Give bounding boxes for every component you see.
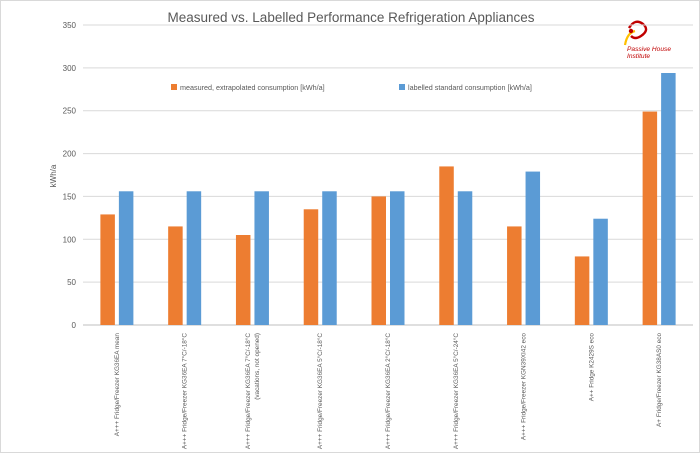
x-tick-label: A+++ Fridge/Freezer KG36EA 5°C/-18°C bbox=[316, 333, 324, 449]
x-tick-label: A++ Fridge K2429S eco bbox=[588, 333, 595, 402]
y-tick-label: 350 bbox=[63, 21, 77, 30]
bar-measured bbox=[371, 196, 386, 325]
x-tick-label: A+++ Fridge/Freezer KG36EA 5°C/-24°C bbox=[452, 333, 460, 449]
y-tick-label: 150 bbox=[63, 192, 77, 201]
legend-label: labelled standard consumption [kWh/a] bbox=[408, 83, 532, 92]
legend-swatch bbox=[399, 84, 405, 90]
chart-title: Measured vs. Labelled Performance Refrig… bbox=[168, 10, 535, 25]
x-tick-label: A+ Fridge/Freezer KG38AS0 eco bbox=[656, 333, 663, 427]
y-tick-label: 50 bbox=[67, 278, 76, 287]
logo-line-1: Passive House bbox=[627, 46, 671, 53]
bars bbox=[100, 73, 676, 325]
y-axis-label: kWh/a bbox=[49, 164, 58, 187]
bar-measured bbox=[439, 166, 454, 325]
x-tick-label: (vacations, not opened) bbox=[254, 333, 261, 400]
bar-measured bbox=[574, 256, 590, 325]
x-tick-label: A+++ Fridge/Freezer KGN39XI42 eco bbox=[521, 333, 528, 441]
y-tick-label: 200 bbox=[63, 150, 77, 159]
x-tick-label: A+++ Fridge/Freezer KG36EA 7°C/-18°C bbox=[244, 333, 252, 449]
bar-labelled bbox=[254, 191, 269, 325]
gridlines bbox=[83, 24, 693, 326]
bar-labelled bbox=[593, 218, 608, 325]
y-axis-ticks: 0 50 100 150 200 250 300 350 bbox=[63, 21, 77, 330]
x-tick-label: A+++ Fridge/Freezer KG36EA 2°C/-18°C bbox=[384, 333, 392, 449]
bar-labelled bbox=[390, 191, 405, 325]
bar-measured bbox=[235, 235, 251, 325]
bar-labelled bbox=[186, 191, 202, 325]
legend-label: measured, extrapolated consumption [kWh/… bbox=[180, 83, 325, 92]
logo: Passive House Institute bbox=[623, 20, 671, 60]
legend: measured, extrapolated consumption [kWh/… bbox=[171, 83, 532, 92]
x-tick-label: A+++ Fridge/Freezer KG36EA 7°C/-18°C bbox=[181, 333, 189, 449]
bar-measured bbox=[642, 111, 658, 325]
bar-labelled bbox=[661, 73, 676, 325]
bar-labelled bbox=[525, 171, 541, 325]
bar-labelled bbox=[457, 191, 473, 325]
x-axis-ticks: A+++ Fridge/Freezer KG36EA mean A+++ Frid… bbox=[114, 333, 663, 450]
legend-swatch bbox=[171, 84, 177, 90]
y-tick-label: 0 bbox=[72, 321, 77, 330]
bar-measured bbox=[507, 226, 522, 325]
bar-measured bbox=[168, 226, 183, 325]
passive-house-logo-icon bbox=[623, 20, 648, 46]
bar-measured bbox=[100, 214, 115, 325]
logo-line-2: Institute bbox=[627, 53, 650, 60]
y-tick-label: 100 bbox=[63, 235, 77, 244]
bar-measured bbox=[303, 209, 319, 325]
bar-labelled bbox=[118, 191, 134, 325]
y-tick-label: 300 bbox=[63, 64, 77, 73]
y-tick-label: 250 bbox=[63, 107, 77, 116]
bar-labelled bbox=[322, 191, 337, 325]
x-tick-label: A+++ Fridge/Freezer KG36EA mean bbox=[114, 333, 121, 437]
